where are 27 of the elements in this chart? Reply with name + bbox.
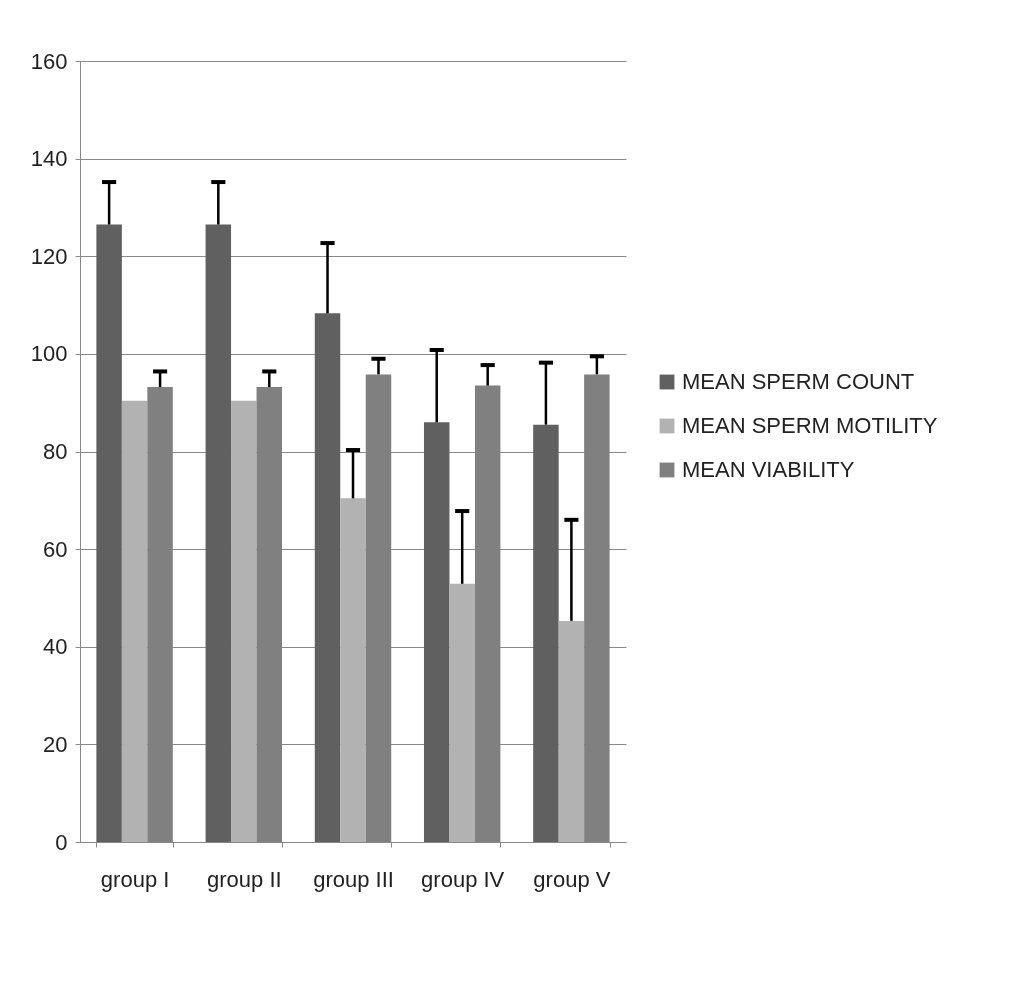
legend-label: MEAN VIABILITY <box>682 457 855 482</box>
legend-label: MEAN SPERM MOTILITY <box>682 413 938 438</box>
bar <box>449 583 475 842</box>
x-tick-label: group III <box>313 866 394 892</box>
y-tick-label: 0 <box>55 829 68 855</box>
bar <box>205 224 232 842</box>
x-tick-label: group IV <box>421 866 505 892</box>
y-tick-label: 20 <box>43 731 68 757</box>
x-tick-label: group I <box>100 866 170 892</box>
legend-label: MEAN SPERM COUNT <box>682 369 915 394</box>
y-tick-label: 140 <box>30 146 68 172</box>
bar <box>121 400 148 842</box>
bar <box>558 620 585 842</box>
y-tick-label: 60 <box>43 536 68 562</box>
bar <box>314 313 341 842</box>
bar <box>340 498 366 842</box>
y-tick-label: 40 <box>43 634 68 660</box>
y-tick-label: 100 <box>30 341 68 367</box>
x-tick-label: group II <box>207 866 282 892</box>
y-tick-label: 80 <box>43 439 68 464</box>
y-tick-label: 160 <box>30 48 68 74</box>
bar <box>423 422 450 842</box>
x-tick-label: group V <box>533 866 611 892</box>
bar <box>96 224 122 842</box>
bar <box>533 424 559 842</box>
bar <box>231 400 257 842</box>
y-tick-label: 120 <box>30 243 68 269</box>
